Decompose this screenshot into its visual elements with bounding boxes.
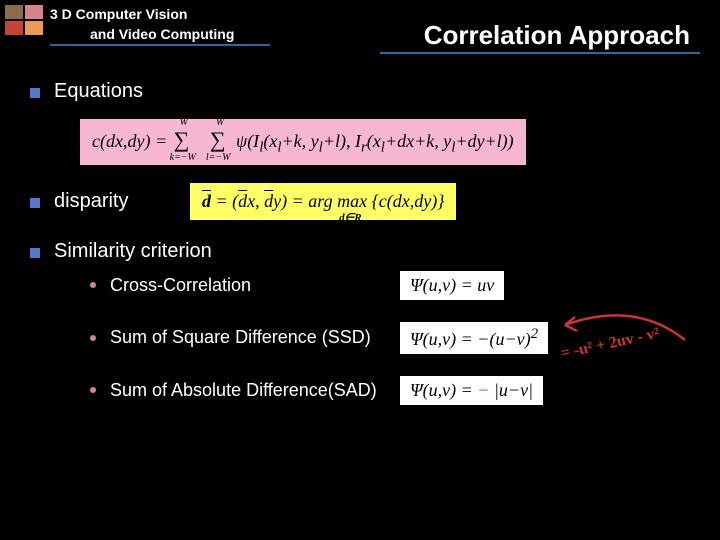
criterion-label: Cross-Correlation [110,275,400,296]
logo-icon [4,4,44,36]
slide-title: Correlation Approach [424,20,690,51]
dot-icon [90,335,96,341]
criterion-formula: Ψ(u,v) = −(u−v)2 [400,322,548,354]
dot-icon [90,387,96,393]
criterion-formula: Ψ(u,v) = uv [400,271,504,300]
criterion-sad: Sum of Absolute Difference(SAD) Ψ(u,v) =… [90,376,690,405]
bullet-label: Equations [54,80,143,103]
criterion-label: Sum of Absolute Difference(SAD) [110,380,400,401]
bullet-equations: Equations [30,80,690,103]
bullet-similarity: Similarity criterion [30,240,690,263]
header-line2: and Video Computing [90,26,234,42]
header-underline-left [50,44,270,46]
bullet-icon [30,88,40,98]
criterion-label: Sum of Square Difference (SSD) [110,327,400,348]
header-line1: 3 D Computer Vision [50,6,187,22]
bullet-label: Similarity criterion [54,240,212,263]
header-underline-right [380,52,700,54]
bullet-icon [30,198,40,208]
bullet-label: disparity [54,190,128,213]
bullet-disparity: disparity [30,190,190,213]
slide-header: 3 D Computer Vision and Video Computing … [0,0,720,60]
equation-main: c(dx,dy) = W ∑ k=−W W ∑ l=−W ψ(Il(xl+k, … [80,119,526,165]
equation-disparity: d = (dx, dy) = arg max d∈R {c(dx,dy)} [190,183,456,220]
criterion-formula: Ψ(u,v) = − |u−v| [400,376,543,405]
bullet-icon [30,248,40,258]
dot-icon [90,282,96,288]
